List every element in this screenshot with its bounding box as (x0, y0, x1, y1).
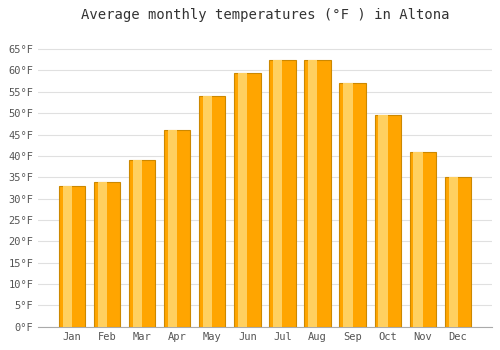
Bar (164, 130, 190, 327)
Bar (168, 130, 177, 327)
Bar (374, 115, 401, 327)
Bar (62, 186, 72, 327)
Bar (270, 60, 295, 327)
Bar (129, 160, 156, 327)
Bar (238, 72, 248, 327)
Bar (308, 60, 318, 327)
Bar (94, 182, 120, 327)
Bar (444, 177, 471, 327)
Title: Average monthly temperatures (°F ) in Altona: Average monthly temperatures (°F ) in Al… (80, 8, 449, 22)
Bar (304, 60, 330, 327)
Bar (98, 182, 107, 327)
Bar (273, 60, 282, 327)
Bar (133, 160, 142, 327)
Bar (378, 115, 388, 327)
Bar (344, 83, 352, 327)
Bar (340, 83, 366, 327)
Bar (203, 96, 212, 327)
Bar (414, 152, 422, 327)
Bar (234, 72, 260, 327)
Bar (410, 152, 436, 327)
Bar (448, 177, 458, 327)
Bar (199, 96, 226, 327)
Bar (59, 186, 85, 327)
